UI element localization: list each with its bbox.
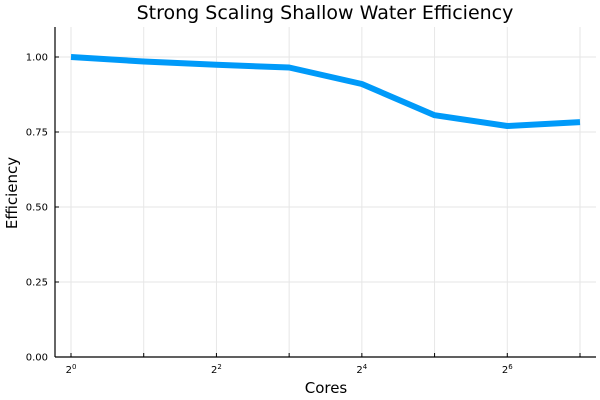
x-tick-label: 20 xyxy=(66,363,77,376)
axes xyxy=(54,27,596,358)
x-axis-label: Cores xyxy=(305,379,348,397)
x-tick-label: 26 xyxy=(502,363,513,376)
chart-title: Strong Scaling Shallow Water Efficiency xyxy=(137,2,514,24)
x-tick-label: 22 xyxy=(211,363,222,376)
tick-labels: 0.00 0.25 0.50 0.75 1.00 20 22 24 26 xyxy=(26,53,514,377)
y-tick-label: 0.50 xyxy=(26,203,48,214)
y-tick-label: 1.00 xyxy=(26,53,48,64)
y-tick-label: 0.75 xyxy=(26,128,48,139)
x-tick-label: 24 xyxy=(356,363,367,376)
y-axis-label: Efficiency xyxy=(3,157,21,229)
y-tick-label: 0.00 xyxy=(26,353,48,364)
efficiency-series-line xyxy=(70,54,581,129)
series xyxy=(70,54,581,129)
y-tick-label: 0.25 xyxy=(26,278,48,289)
